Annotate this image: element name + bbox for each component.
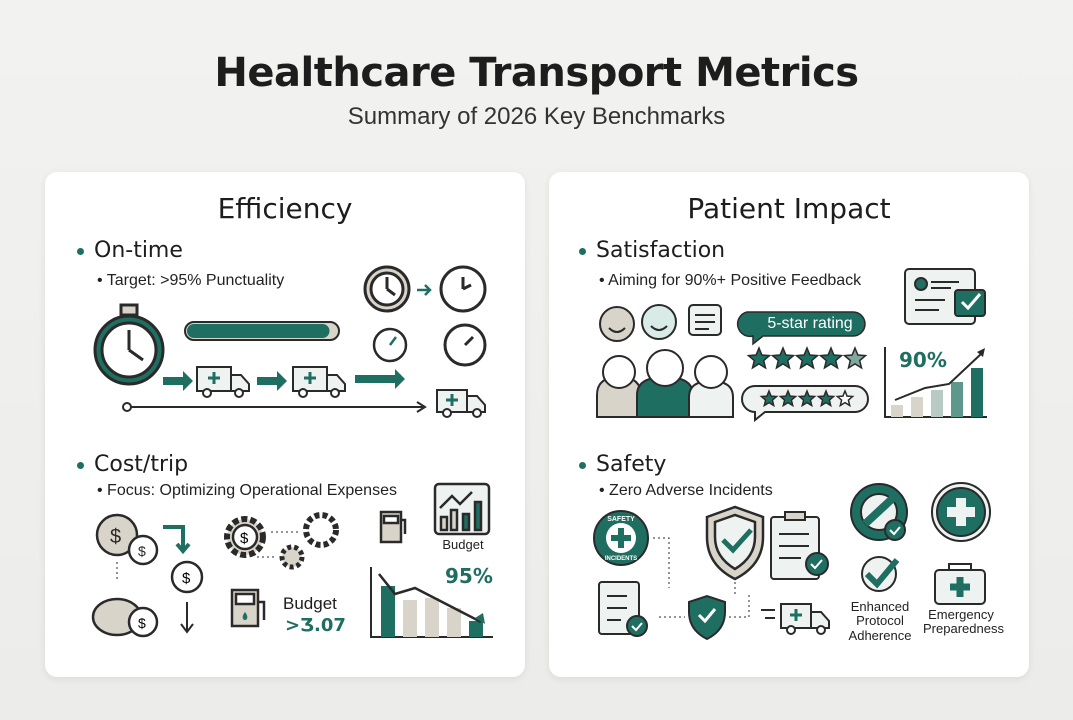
svg-text:$: $	[182, 570, 191, 587]
star-icon	[842, 346, 868, 370]
gear-icon	[279, 544, 305, 570]
clock-icon	[363, 265, 411, 313]
svg-text:$: $	[138, 615, 146, 631]
svg-text:$: $	[240, 530, 249, 547]
section-heading-ontime: On-time	[77, 238, 183, 263]
budget-value: >Ʒ.07	[285, 615, 346, 636]
patient-impact-card: Patient Impact Satisfaction • Aiming for…	[549, 172, 1029, 677]
svg-text:$: $	[110, 526, 121, 548]
satisfaction-detail: • Aiming for 90%+ Positive Feedback	[599, 272, 862, 289]
people-icon	[596, 349, 734, 418]
star-icon	[816, 389, 836, 408]
clock-icon	[439, 265, 487, 313]
star-icon	[746, 346, 772, 370]
svg-text:$: $	[138, 543, 146, 559]
arrow-icons	[163, 369, 405, 391]
ambulance-icon	[761, 603, 830, 635]
satisfaction-chart-percent: 90%	[899, 348, 947, 372]
growth-bar-chart	[884, 347, 987, 418]
star-icon	[759, 389, 779, 408]
shield-check-icon	[705, 505, 765, 581]
medical-cross-icon	[931, 482, 991, 542]
clipboard-check-icon	[770, 511, 829, 580]
cost-illustration: $ $ $ $ $	[91, 482, 493, 638]
badge-text-top: SAFETY	[607, 516, 635, 523]
protocol-adherence-label: Enhanced Protocol Adherence	[848, 599, 912, 643]
decline-bar-chart	[370, 567, 493, 638]
arrow-down-icon	[163, 525, 191, 555]
budget-label-2: Budget	[283, 594, 337, 613]
five-star-rating-badge: 5-star rating	[767, 315, 853, 332]
star-icon	[797, 389, 817, 408]
cost-chart-percent: 95%	[445, 564, 493, 588]
checklist-icon	[598, 581, 648, 637]
efficiency-card: Efficiency On-time • Target: >95% Punctu…	[45, 172, 525, 677]
ambulance-icon	[436, 389, 486, 418]
page-title: Healthcare Transport Metrics	[214, 50, 859, 96]
card-title: Efficiency	[217, 192, 353, 225]
money-bag-icon	[91, 597, 159, 638]
rating-badge-bubble	[736, 311, 866, 346]
gear-wrench-icon	[303, 512, 339, 548]
star-icon	[794, 346, 820, 370]
ambulance-icon	[292, 366, 346, 398]
section-heading-cost: Cost/trip	[77, 452, 188, 477]
coin-icon: $	[170, 560, 204, 594]
page-subtitle: Summary of 2026 Key Benchmarks	[347, 103, 726, 130]
safety-incidents-badge-icon: SAFETY INCIDENTS	[593, 510, 649, 566]
card-title: Patient Impact	[687, 192, 891, 225]
gear-dollar-icon	[224, 516, 266, 558]
smiley-icons	[599, 304, 722, 342]
ontime-illustration	[93, 265, 487, 418]
arrow-icon	[417, 284, 432, 296]
feedback-form-icon	[904, 268, 986, 325]
gauge-icon	[443, 323, 487, 367]
cost-detail: • Focus: Optimizing Operational Expenses	[97, 482, 397, 499]
star-icon	[778, 389, 798, 408]
ontime-detail: • Target: >95% Punctuality	[97, 272, 285, 289]
safety-illustration: SAFETY INCIDENTS	[593, 482, 991, 641]
arrow-down-icon	[180, 602, 194, 634]
budget-chart-icon	[433, 482, 491, 536]
star-icon	[818, 346, 844, 370]
star-icon	[835, 389, 855, 408]
emergency-preparedness-label: Emergency Preparedness	[923, 607, 1004, 637]
no-incidents-icon	[850, 483, 908, 541]
first-aid-kit-icon	[934, 563, 986, 605]
satisfaction-illustration	[596, 268, 987, 423]
coins-icon	[95, 513, 159, 566]
protocol-check-icon	[861, 556, 900, 592]
fuel-pump-icon	[379, 510, 407, 544]
ambulance-icon	[196, 366, 250, 398]
safety-detail: • Zero Adverse Incidents	[599, 482, 773, 499]
timeline-line	[127, 401, 427, 413]
stopwatch-icon	[93, 303, 165, 386]
section-heading-satisfaction: Satisfaction	[579, 238, 725, 263]
progress-fill	[187, 324, 330, 338]
star-rating-row	[746, 346, 868, 370]
section-heading-safety: Safety	[579, 452, 666, 477]
star-rating-row-small	[759, 389, 855, 408]
star-icon	[770, 346, 796, 370]
badge-text-bottom: INCIDENTS	[605, 556, 637, 562]
fuel-pump-icon	[230, 588, 266, 628]
shield-small-icon	[688, 594, 726, 641]
stopwatch-small-icon	[372, 327, 408, 363]
budget-label: Budget	[442, 537, 484, 552]
